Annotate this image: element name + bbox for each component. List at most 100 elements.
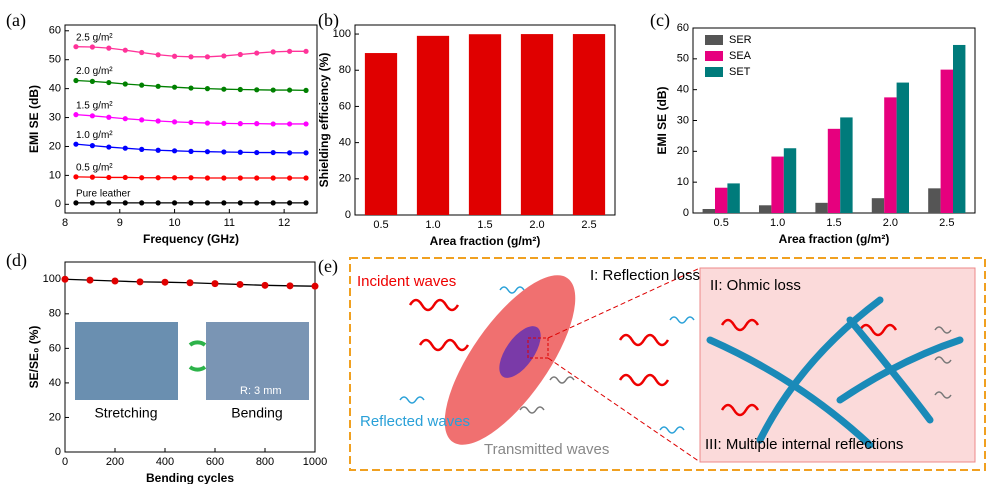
- marker: [254, 121, 260, 127]
- zoom-lines: [547, 267, 701, 463]
- marker: [171, 175, 178, 181]
- marker: [188, 175, 194, 181]
- series-label: 1.0 g/m²: [76, 130, 113, 141]
- diagram-text: Incident waves: [357, 273, 456, 290]
- x-tick-label: 1.5: [477, 219, 492, 231]
- marker: [139, 49, 145, 56]
- diagram-text: III: Multiple internal reflections: [705, 436, 903, 453]
- marker: [221, 149, 227, 155]
- y-tick-label: 40: [339, 137, 351, 149]
- y-tick-label: 80: [339, 64, 351, 76]
- x-tick-label: 11: [224, 217, 235, 229]
- legend-label: SET: [729, 66, 751, 78]
- marker: [122, 145, 128, 151]
- marker: [254, 200, 260, 206]
- y-tick-label: 60: [339, 100, 351, 112]
- marker: [237, 149, 243, 155]
- marker: [122, 116, 128, 122]
- marker: [254, 175, 260, 181]
- inset: [699, 267, 976, 463]
- legend-label: SER: [729, 34, 752, 46]
- marker: [254, 149, 260, 156]
- marker: [254, 50, 260, 56]
- y-tick-label: 0: [55, 198, 61, 210]
- plot-frame: [64, 261, 316, 453]
- bar: [758, 205, 772, 213]
- marker: [136, 278, 144, 286]
- marker: [270, 200, 276, 206]
- marker: [303, 121, 309, 127]
- marker: [211, 280, 219, 288]
- marker: [270, 121, 276, 127]
- y-axis-title: EMI SE (dB): [655, 86, 669, 154]
- x-axis-title: Frequency (GHz): [143, 232, 239, 246]
- bar: [815, 202, 828, 213]
- marker: [287, 150, 293, 156]
- marker: [204, 54, 211, 60]
- marker: [139, 200, 145, 206]
- plot-frame: [64, 24, 318, 214]
- marker: [139, 146, 145, 152]
- x-tick-label: 10: [168, 217, 180, 229]
- x-tick-label: 0.5: [373, 219, 388, 231]
- marker: [188, 200, 194, 206]
- diagram-text: I: Reflection loss: [590, 267, 700, 284]
- marker: [106, 200, 112, 206]
- x-tick-label: 2.0: [883, 217, 898, 229]
- marker: [221, 86, 227, 92]
- marker: [73, 200, 79, 206]
- marker: [161, 278, 169, 286]
- diagram-text: II: Ohmic loss: [710, 277, 801, 294]
- photo-stretching: [75, 322, 178, 400]
- marker: [171, 53, 178, 59]
- marker: [204, 200, 211, 206]
- x-tick-label: 2.5: [939, 217, 954, 229]
- marker: [221, 120, 227, 126]
- y-tick-label: 10: [677, 176, 689, 188]
- x-tick-label: 2.5: [581, 219, 596, 231]
- bar: [364, 53, 398, 215]
- marker: [86, 276, 94, 284]
- y-tick-label: 10: [49, 169, 61, 181]
- marker: [303, 87, 309, 93]
- marker: [237, 175, 243, 181]
- marker: [188, 85, 194, 91]
- x-tick-label: 200: [106, 456, 124, 468]
- panel-label: (c): [650, 10, 670, 31]
- marker: [270, 87, 276, 93]
- legend-swatch: [705, 67, 723, 77]
- fibers: [706, 296, 964, 449]
- marker: [287, 121, 293, 127]
- marker: [186, 279, 194, 287]
- y-tick-label: 50: [49, 54, 61, 66]
- y-tick-label: 40: [49, 377, 61, 389]
- series-label: Pure leather: [76, 189, 131, 200]
- marker: [237, 51, 243, 58]
- y-tick-label: 30: [49, 111, 61, 123]
- y-tick-label: 100: [43, 273, 61, 285]
- y-tick-label: 60: [49, 25, 61, 37]
- x-tick-label: 8: [62, 217, 68, 229]
- bar: [702, 208, 715, 213]
- marker: [237, 200, 243, 206]
- marker: [171, 200, 178, 206]
- diagram-frame: [349, 257, 986, 471]
- bar: [468, 34, 502, 215]
- cycle-arrows: [188, 340, 207, 372]
- marker: [204, 86, 211, 92]
- marker: [270, 49, 276, 55]
- marker: [303, 150, 309, 156]
- marker: [287, 48, 293, 54]
- bar: [940, 69, 954, 213]
- y-tick-label: 20: [677, 145, 689, 157]
- marker: [261, 281, 269, 289]
- marker: [155, 52, 161, 58]
- marker: [303, 175, 309, 181]
- x-tick-label: 800: [256, 456, 274, 468]
- bar: [416, 35, 450, 215]
- y-axis-title: EMI SE (dB): [27, 85, 41, 153]
- marker: [204, 149, 211, 155]
- transmitted-waves: [519, 326, 952, 414]
- marker: [236, 280, 244, 288]
- marker: [139, 117, 145, 123]
